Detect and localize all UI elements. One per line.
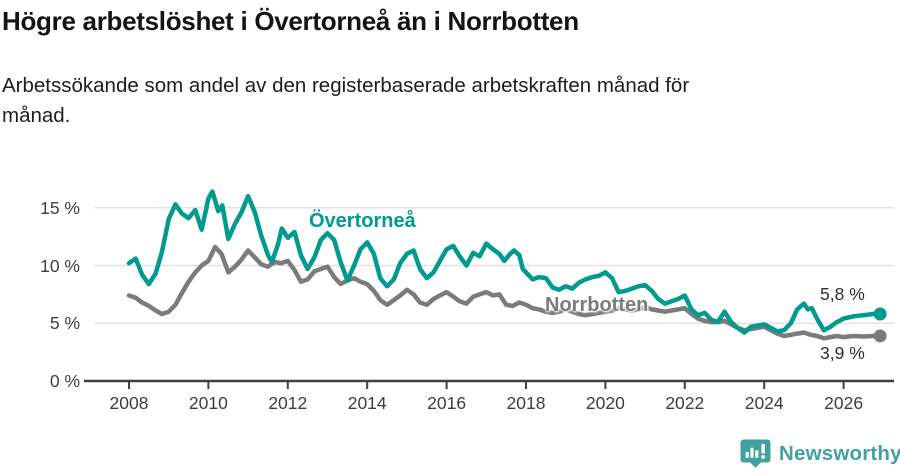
subtitle-line-1: Arbetssökande som andel av den registerb… <box>2 74 690 97</box>
x-tick-label: 2020 <box>585 393 625 413</box>
x-tick-label: 2012 <box>268 393 308 413</box>
page-title: Högre arbetslöshet i Övertorneå än i Nor… <box>2 6 579 36</box>
newsworthy-bubble-chart-icon <box>740 439 771 468</box>
x-tick-label: 2016 <box>427 393 467 413</box>
y-tick-label: 5 % <box>49 313 80 334</box>
x-tick-label: 2010 <box>188 393 228 413</box>
series-end-dot-övertorneå <box>873 307 887 321</box>
end-value-label-overtornea: 5,8 % <box>820 284 865 304</box>
end-value-label-norrbotten: 3,9 % <box>820 343 865 363</box>
x-tick-label: 2022 <box>665 393 705 413</box>
series-line-övertorneå <box>126 189 883 335</box>
series-end-dot-norrbotten <box>873 329 887 343</box>
x-tick-label: 2014 <box>347 393 387 413</box>
newsworthy-logo: Newsworthy <box>739 438 900 469</box>
y-tick-label: 0 % <box>49 371 80 391</box>
chart-subtitle: Arbetssökande som andel av den registerb… <box>2 71 689 131</box>
x-tick-label: 2018 <box>506 393 546 413</box>
x-tick-label: 2008 <box>109 393 149 413</box>
x-tick-label: 2026 <box>824 393 864 413</box>
x-tick-label: 2024 <box>744 393 784 413</box>
series-label-norrbotten: Norrbotten <box>545 294 649 316</box>
y-tick-label: 10 % <box>40 255 80 276</box>
subtitle-line-2: månad. <box>2 104 71 127</box>
newsworthy-wordmark: Newsworthy <box>779 441 900 465</box>
y-tick-label: 15 % <box>40 197 80 218</box>
series-label-overtornea: Övertorneå <box>309 210 416 232</box>
